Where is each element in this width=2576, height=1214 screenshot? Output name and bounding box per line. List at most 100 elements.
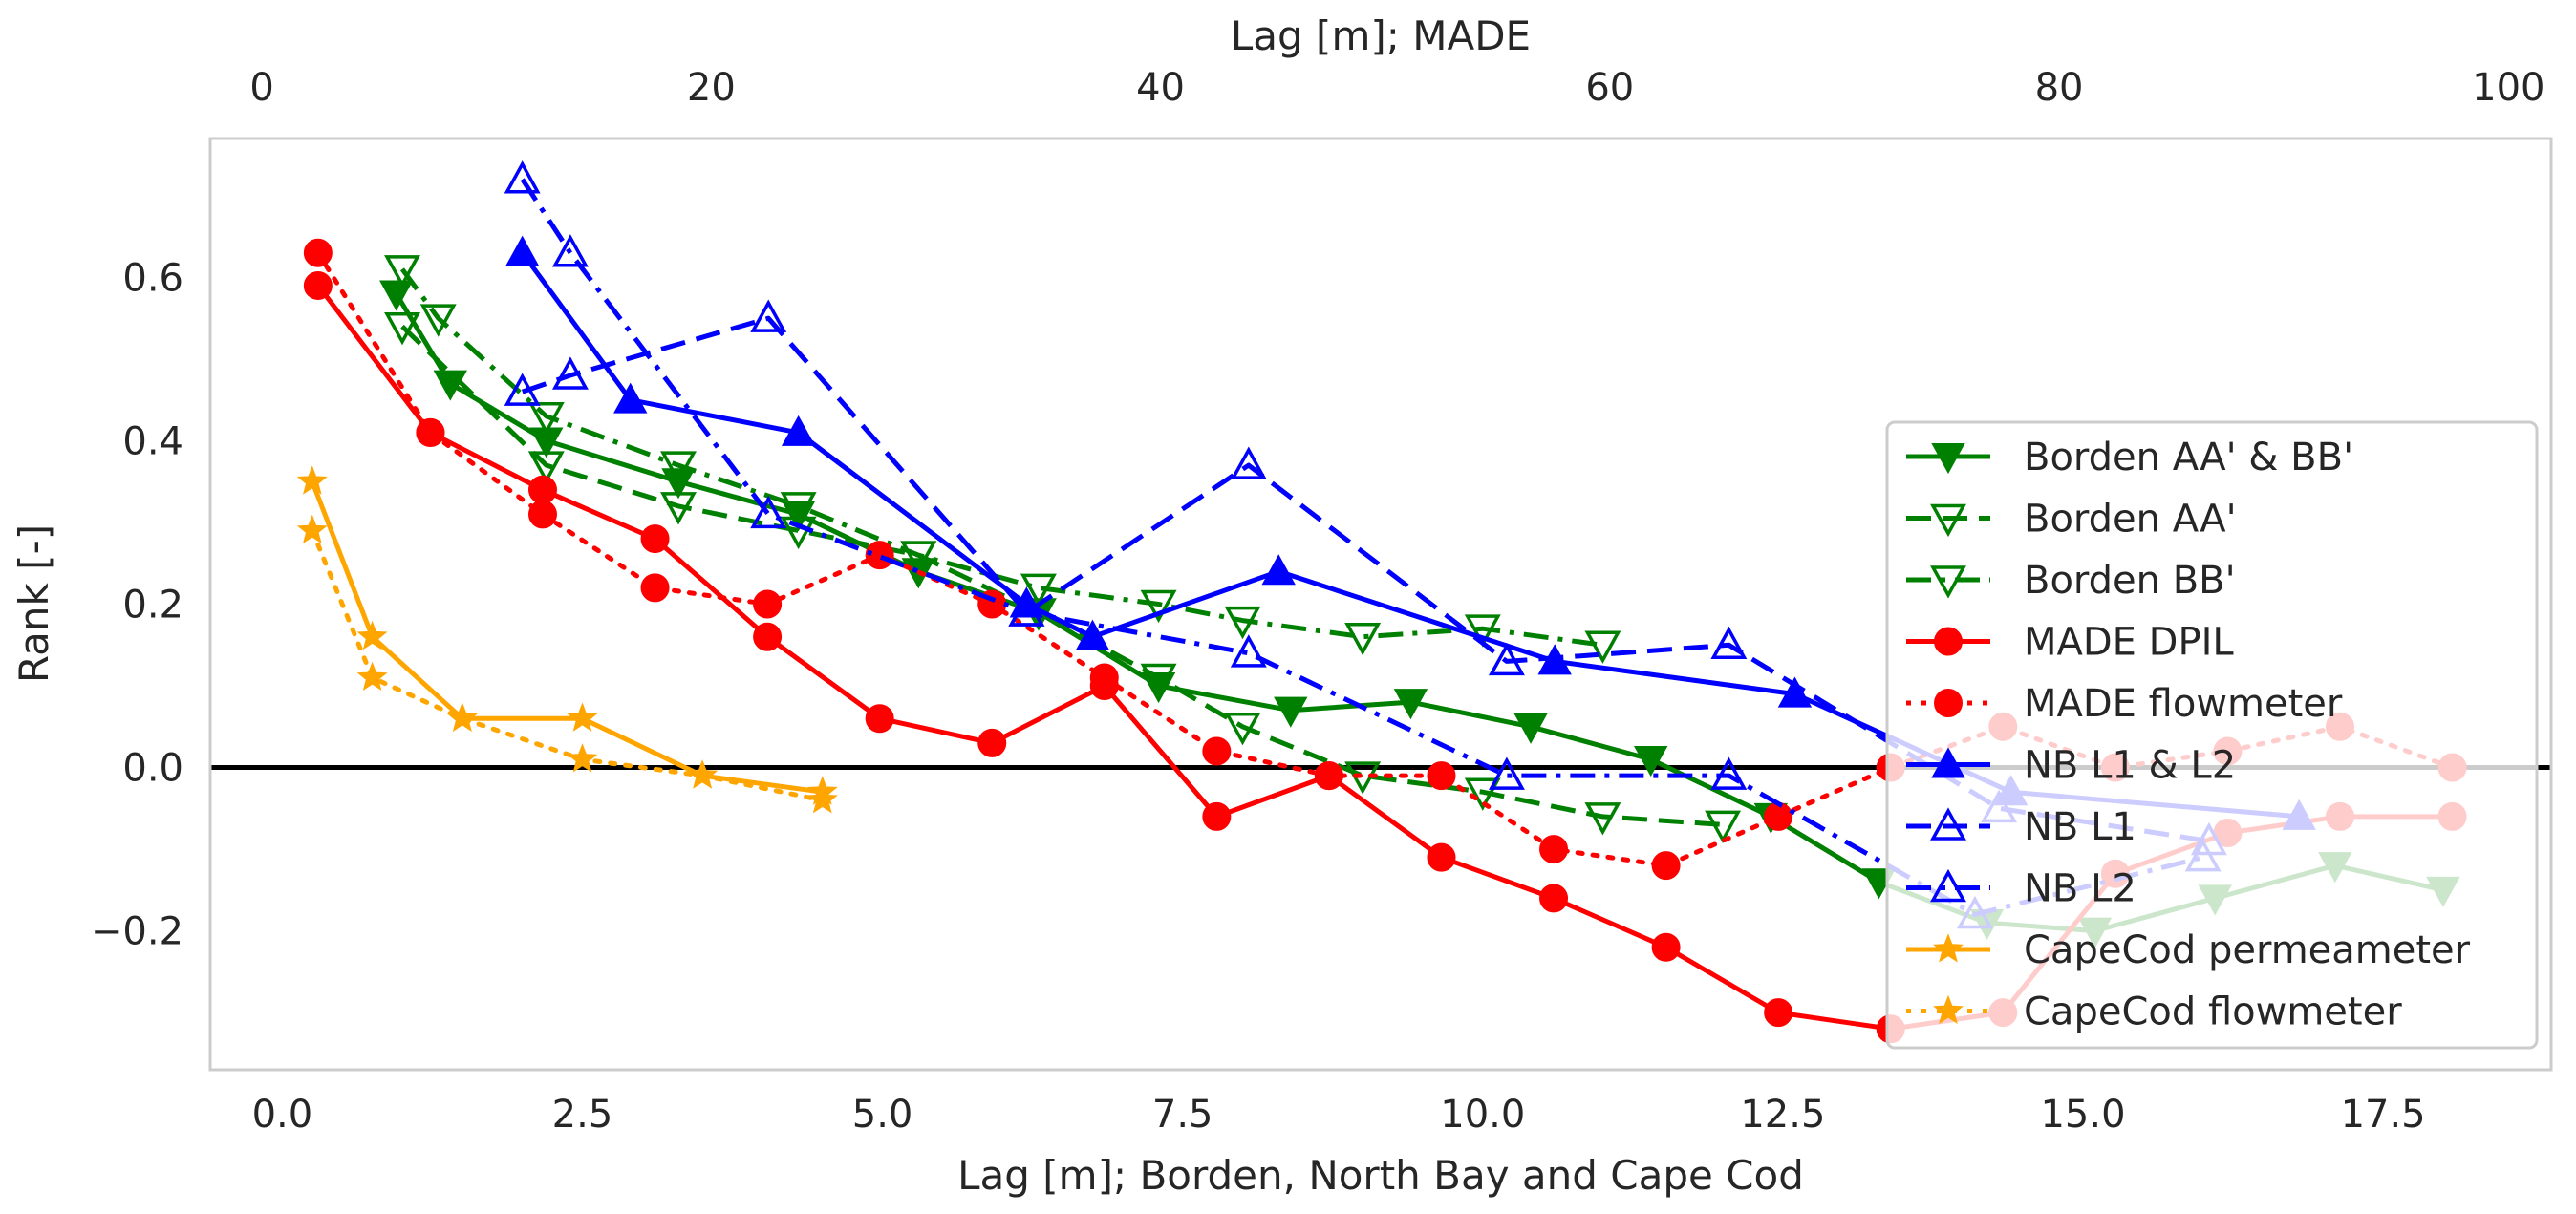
data-point [527,451,565,484]
legend-label: NB L1 [2024,805,2136,849]
legend-marker [1931,443,1965,475]
data-point [527,402,565,436]
data-point [384,311,420,346]
data-point [504,235,540,266]
x2-tick-label: 20 [687,66,736,110]
x2-tick-label: 40 [1136,66,1185,110]
y-axis-ticks: −0.2 0.0 0.2 0.4 0.6 [91,256,183,953]
legend-marker [1934,689,1963,717]
x-tick-label: 7.5 [1152,1093,1213,1137]
legend-marker [1931,747,1965,778]
data-point [1464,777,1501,811]
data-point [753,622,783,651]
data-point [1488,642,1525,676]
data-point [1427,842,1456,872]
x-tick-label: 15.0 [2040,1093,2125,1137]
legend-item: CapeCod flowmeter [1906,990,2402,1034]
legend-label: NB L1 & L2 [2024,744,2236,788]
data-point [640,524,670,554]
x-tick-label: 10.0 [1440,1093,1525,1137]
x-tick-label: 12.5 [1740,1093,1825,1137]
data-point [1584,802,1621,836]
data-point [296,514,328,544]
data-point [1274,696,1308,728]
data-point [1710,756,1748,790]
data-point [504,160,541,194]
data-point [1261,554,1296,586]
data-point [567,743,598,773]
data-point [660,492,697,525]
data-point [504,373,541,406]
data-point [1344,622,1382,656]
legend-label: CapeCod permeameter [2024,928,2471,972]
data-point [1314,761,1343,791]
data-point [1224,713,1261,746]
data-point [551,234,589,267]
x2-tick-label: 60 [1585,66,1634,110]
data-point [1488,756,1525,790]
data-point [1539,835,1569,864]
data-point [1777,676,1813,708]
data-point [527,500,557,529]
y-tick-label: −0.2 [91,910,183,954]
data-point [1584,630,1621,664]
data-point [1202,736,1232,766]
data-point [419,304,457,337]
data-point [780,492,817,525]
legend-marker [1930,868,1966,903]
legend-label: CapeCod flowmeter [2024,990,2402,1034]
x-axis-ticks: 0.0 2.5 5.0 7.5 10.0 12.5 15.0 17.5 [252,1093,2426,1137]
legend-item: NB L1 [1906,805,2136,849]
data-point [900,541,937,574]
data-point [1140,663,1177,697]
legend-frame [1885,420,2539,1050]
y-tick-label: 0.4 [122,419,183,463]
data-point [687,759,719,789]
data-point [379,280,414,311]
legend-label: MADE DPIL [2024,621,2234,665]
legend-marker [1930,565,1966,599]
x2-tick-label: 100 [2472,66,2544,110]
data-point [750,299,787,332]
data-point [1513,713,1548,744]
data-point [640,573,670,603]
x2-tick-label: 0 [249,66,273,110]
data-point [384,255,420,288]
legend-item: NB L2 [1906,867,2136,911]
data-point [1230,446,1267,479]
legend-item: MADE flowmeter [1906,682,2343,726]
data-point [1020,573,1057,607]
series-capecod-flowmeter [296,514,838,814]
legend-label: Borden AA' [2024,498,2237,542]
data-point [356,620,388,650]
data-point [1764,998,1793,1028]
data-point [1075,619,1110,650]
x2-axis-label: Lag [m]; MADE [1231,12,1531,59]
legend-item: NB L1 & L2 [1906,744,2236,788]
data-point [753,589,783,619]
y-tick-label: 0.2 [122,584,183,628]
series-line [399,267,1603,648]
data-point [613,382,648,414]
legend-item: MADE DPIL [1906,621,2234,665]
data-point [1089,663,1119,692]
legend-marker [1934,627,1963,656]
data-point [527,475,557,504]
x2-axis-ticks: 0 20 40 60 80 100 [249,66,2544,110]
data-point [1705,810,1742,844]
x-tick-label: 17.5 [2341,1093,2426,1137]
legend-marker [1930,503,1966,538]
data-point [806,784,838,814]
legend-marker [1930,807,1966,841]
data-point [660,451,697,484]
data-point [1633,746,1668,777]
data-point [567,702,598,732]
data-point [551,356,589,390]
data-point [781,415,816,446]
data-point [1140,589,1177,624]
data-point [1651,932,1681,962]
data-point [296,465,328,495]
y-tick-label: 0.6 [122,256,183,300]
data-point [1008,593,1045,627]
